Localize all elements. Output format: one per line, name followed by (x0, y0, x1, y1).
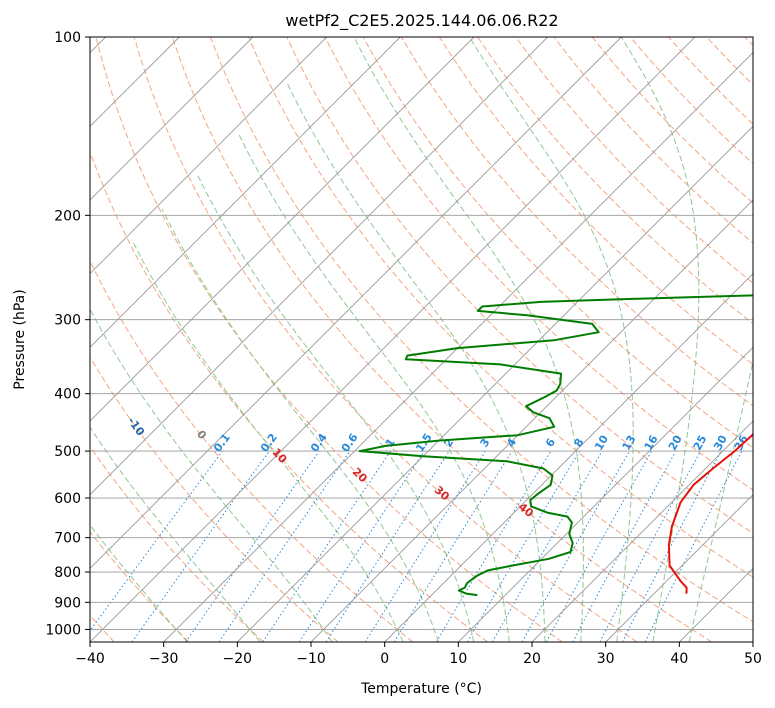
x-tick-label: 50 (744, 651, 762, 667)
moist-adiabat-line (620, 37, 700, 642)
moist-adiabat-line (287, 83, 546, 642)
moist-adiabat-line (688, 358, 753, 642)
y-tick-label: 1000 (45, 622, 81, 638)
isotherm-line (458, 346, 753, 642)
isotherm-line (163, 52, 753, 642)
dry-adiabat-line (90, 356, 339, 642)
mixing-ratio-line (131, 450, 270, 642)
mixing-ratio-line (325, 450, 450, 642)
mixing-ratio-line (521, 450, 630, 642)
mixing-ratio-line (218, 450, 351, 642)
x-tick-label: −40 (75, 651, 105, 667)
x-tick-label: 10 (449, 651, 467, 667)
isotherm-line (605, 494, 753, 642)
plot-frame (89, 36, 754, 643)
isotherm-line (90, 37, 401, 348)
mixing-ratio-line (298, 450, 425, 642)
mixing-ratio-line (262, 450, 392, 642)
mixing-ratio-line (90, 450, 223, 632)
moist-adiabat-line (90, 524, 188, 642)
dry-adiabat-line (95, 37, 563, 642)
moist-adiabat-line (90, 308, 333, 642)
y-tick-label: 300 (54, 313, 81, 329)
x-tick-label: 0 (380, 651, 389, 667)
x-tick-label: −20 (223, 651, 253, 667)
x-axis: −40 −30 −20 −10 0 10 20 30 40 50 (75, 642, 762, 667)
x-tick-label: 40 (670, 651, 688, 667)
dry-adiabats (90, 37, 753, 642)
x-tick-label: −30 (149, 651, 179, 667)
dry-adiabat-line (515, 37, 753, 284)
isotherm-line (90, 37, 475, 422)
mixing-ratio-line (393, 450, 513, 642)
dry-adiabat-line (90, 445, 264, 642)
isotherm-line (310, 199, 753, 642)
y-tick-label: 900 (54, 595, 81, 611)
isotherm-line (90, 37, 622, 569)
mixing-ratio-line (185, 450, 320, 642)
moist-adiabat-line (353, 37, 584, 642)
mixing-ratio-lines (90, 450, 743, 642)
dry-adiabat-line (133, 37, 638, 642)
dry-adiabat-line (248, 37, 753, 578)
y-tick-label: 600 (54, 491, 81, 507)
y-tick-label: 700 (54, 531, 81, 547)
isotherm-line (531, 420, 753, 642)
isotherm-line (384, 273, 753, 642)
moist-adiabat-line (131, 239, 404, 642)
x-tick-label: 20 (523, 651, 541, 667)
temperature-profile-line (667, 432, 753, 594)
isotherm-line (90, 37, 327, 275)
mixing-ratio-line (644, 450, 743, 642)
dewpoint-profile-line (358, 294, 753, 597)
isotherm-line (90, 37, 548, 496)
chart-title: wetPf2_C2E5.2025.144.06.06.R22 (285, 11, 558, 31)
isotherm-line (90, 37, 696, 642)
y-tick-label: 200 (54, 208, 81, 224)
isobars (90, 37, 753, 630)
mixing-ratio-label: 25 (691, 433, 710, 453)
isotherms (90, 37, 753, 642)
dry-adiabat-line (210, 37, 753, 623)
moist-adiabat-line (161, 208, 439, 642)
sounding-profiles (358, 294, 753, 597)
dry-adiabat-line (438, 37, 753, 366)
moist-adiabat-line (90, 426, 261, 642)
dry-adiabat-line (90, 150, 488, 642)
x-tick-label: 30 (597, 651, 615, 667)
mixing-ratio-line (572, 450, 677, 642)
y-tick-label: 100 (54, 30, 81, 46)
y-tick-label: 400 (54, 387, 81, 403)
isotherm-line (90, 37, 254, 201)
x-axis-label: Temperature (°C) (360, 681, 482, 697)
mixing-ratio-line (545, 450, 653, 642)
plot-area: -100-90-80-70-60-50-40-30-20-10010203040… (90, 37, 753, 642)
mixing-ratio-label: 36 (732, 433, 751, 453)
y-tick-label: 500 (54, 444, 81, 460)
x-tick-label: −10 (296, 651, 326, 667)
dry-adiabat-line (90, 531, 190, 642)
y-tick-label: 800 (54, 565, 81, 581)
dry-adiabat-line (400, 37, 753, 407)
isotherm-line (237, 125, 753, 642)
y-axis: 100 200 300 400 500 600 700 800 900 1000 (45, 30, 90, 638)
dry-adiabat-line (171, 37, 712, 642)
moist-adiabat-line (196, 173, 475, 642)
y-axis-label: Pressure (hPa) (12, 289, 28, 389)
